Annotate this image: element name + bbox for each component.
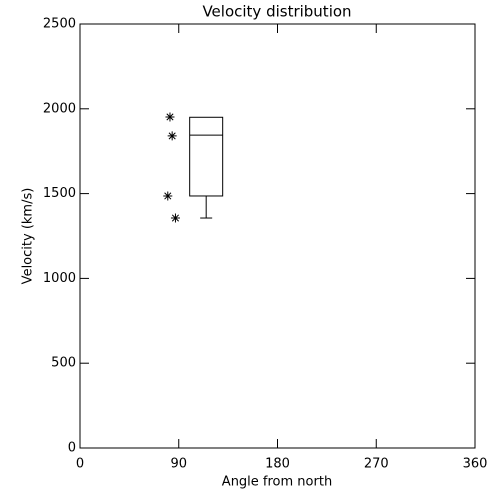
box <box>189 116 224 197</box>
y-tick-label: 500 <box>51 356 76 371</box>
point <box>165 112 175 122</box>
point <box>170 213 180 223</box>
point <box>163 191 173 201</box>
chart-title: Velocity distribution <box>202 3 351 21</box>
x-tick-label: 180 <box>265 457 290 472</box>
plot-frame <box>79 23 476 449</box>
y-tick-label: 0 <box>68 441 76 456</box>
y-tick-label: 1000 <box>43 271 76 286</box>
y-tick-label: 2500 <box>43 17 76 32</box>
x-tick-label: 90 <box>170 457 187 472</box>
x-axis-label: Angle from north <box>222 475 332 490</box>
point <box>167 131 177 141</box>
y-axis-label: Velocity (km/s) <box>21 188 36 285</box>
x-tick-label: 360 <box>463 457 488 472</box>
y-tick-label: 1500 <box>43 186 76 201</box>
y-tick-label: 2000 <box>43 101 76 116</box>
x-tick-label: 270 <box>364 457 389 472</box>
x-tick-label: 0 <box>76 457 84 472</box>
